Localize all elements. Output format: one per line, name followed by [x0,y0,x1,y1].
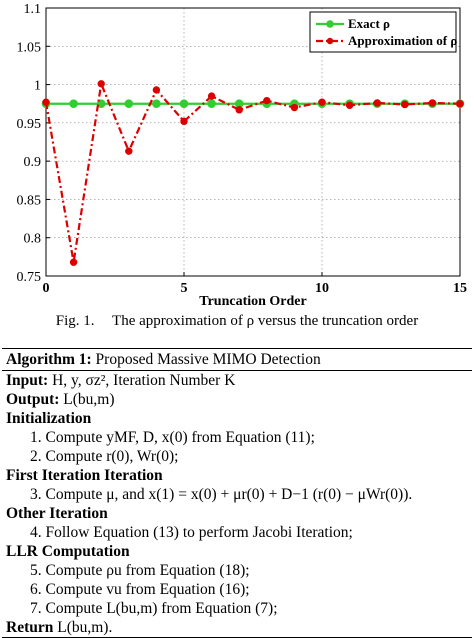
figure: 0.75 0.8 0.85 0.9 0.95 1 1.05 1.1 0 5 10 15 Truncati… [0,0,474,310]
series-approx-point [235,106,243,114]
y-tick-label: 0.8 [24,232,42,247]
step-5: 5. Compute ρu from Equation (18); [30,562,250,579]
llr-header-text: LLR Computation [6,543,130,560]
legend-approx-marker [326,37,334,45]
series-exact-point [207,99,216,109]
llr-header: LLR Computation [2,542,472,561]
series-approx-point [207,92,216,100]
algorithm-input: Input: H, y, σz², Iteration Number K [2,371,472,390]
series-exact-point [179,99,189,109]
series-approx-point [318,98,326,106]
legend-approx-label: Approximation of ρ [348,33,457,48]
algorithm-title-label: Algorithm 1: [6,351,92,368]
legend-box [309,11,457,53]
legend-exact-marker [326,20,334,28]
series-approx-point [42,98,50,106]
first-iteration-header-text: First Iteration Iteration [6,467,163,484]
caption-label: Fig. 1. [55,313,95,329]
series-approx-point [290,103,299,112]
other-iteration-header: Other Iteration [2,504,472,523]
initialization-header-text: Initialization [6,410,92,427]
series-approx-line [44,79,461,263]
x-axis-label: Truncation Order [199,294,306,309]
y-tick-label: 0.75 [17,270,42,285]
x-tick-label: 0 [43,281,50,296]
y-tick-label: 0.85 [17,193,42,208]
first-iteration-header: First Iteration Iteration [2,466,472,485]
input-label: Input: [6,372,49,389]
algorithm-title-text: Proposed Massive MIMO Detection [95,351,321,368]
step-2: 2. Compute r(0), Wr(0); [30,448,179,465]
series-approx-point [456,100,464,108]
y-tick-label: 0.95 [17,117,42,132]
legend-exact-label: Exact ρ [348,16,390,31]
algorithm-title: Algorithm 1: Proposed Massive MIMO Detec… [2,349,472,370]
series-approx-point [125,147,133,155]
step-3: 3. Compute μ, and x(1) = x(0) + μr(0) + … [30,486,413,503]
output-label: Output: [6,391,60,408]
x-tick-label: 10 [315,281,329,296]
series-exact-point [96,99,106,109]
series-exact-point [69,99,78,109]
step-1: 1. Compute yMF, D, x(0) from Equation (1… [30,429,315,446]
series-approx-point [428,99,437,107]
step-4: 4. Follow Equation (13) to perform Jacob… [30,524,353,541]
other-iteration-header-text: Other Iteration [6,505,108,522]
output-text: L(bu,m) [63,391,115,408]
series-approx-point [69,258,78,266]
figure-caption: Fig. 1. The approximation of ρ versus th… [0,313,474,330]
caption-text: The approximation of ρ versus the trunca… [112,313,419,329]
initialization-header: Initialization [2,409,472,428]
y-tick-label: 1.05 [17,40,42,55]
series-exact-point [152,99,161,109]
algorithm-output: Output: L(bu,m) [2,390,472,409]
x-tick-label: 5 [181,281,188,296]
series-approx-point [97,80,105,88]
series-approx-point [263,96,271,105]
algorithm-box: Algorithm 1: Proposed Massive MIMO Detec… [2,348,472,638]
step-7: 7. Compute L(bu,m) from Equation (7); [30,600,278,617]
y-tick-label: 1 [34,79,41,94]
series-approx-point [345,101,354,109]
y-tick-label: 0.9 [24,155,42,170]
x-tick-label: 15 [453,281,467,296]
series-approx-point [401,100,409,109]
y-tick-label: 1.1 [24,2,42,17]
algorithm-title-rule [2,370,472,371]
plot-frame [45,7,461,277]
algorithm-top-rule [2,348,472,349]
series-approx-point [152,86,161,94]
series-exact-point [124,99,134,109]
series-approx-point [180,117,188,126]
series-approx-point [373,99,381,107]
step-6: 6. Compute vu from Equation (16); [30,581,250,598]
chart: 0.75 0.8 0.85 0.9 0.95 1 1.05 1.1 0 5 10 15 Truncati… [17,2,468,309]
input-text: H, y, σz², Iteration Number K [52,372,236,389]
